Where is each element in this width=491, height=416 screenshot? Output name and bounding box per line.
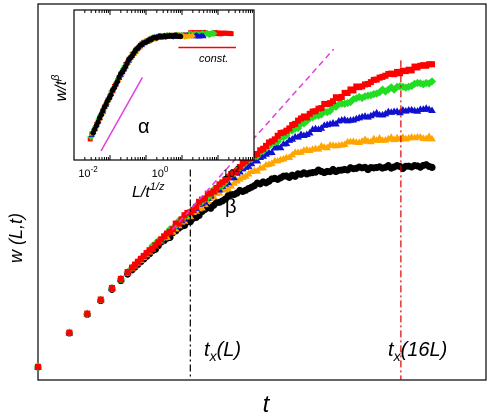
point-red <box>286 125 293 132</box>
point-red <box>271 136 278 143</box>
series-black <box>34 161 436 371</box>
point-red <box>84 310 91 317</box>
tx-small-t: t <box>204 339 211 361</box>
point-red <box>190 207 197 214</box>
inset-point-black <box>95 119 101 125</box>
tx-small-annotation: tx(L) <box>204 339 241 364</box>
point-red <box>124 269 131 276</box>
y-axis-label: w (L,t) <box>6 213 26 263</box>
inset-x-tick-1: 10-2 <box>78 165 98 180</box>
main-plot-frame <box>37 3 487 381</box>
inset-x-tick-2-base: 10 <box>152 168 164 180</box>
tx-large-arg: (16L) <box>401 339 448 361</box>
point-red <box>233 168 240 175</box>
point-red <box>292 120 299 127</box>
inset-y-label: w/tβ <box>50 74 70 101</box>
point-blue <box>268 148 276 156</box>
inset-series-black <box>90 32 184 136</box>
point-red <box>338 93 345 100</box>
inset-y-label-sup: β <box>50 74 62 82</box>
tx-large-sub: x <box>393 348 402 364</box>
inset-point-black <box>177 33 184 40</box>
point-red <box>155 239 162 246</box>
point-orange <box>428 134 436 142</box>
tx-large-t: t <box>388 339 395 361</box>
point-red <box>201 195 208 202</box>
point-black <box>428 163 436 172</box>
tx-small-arg: (L) <box>217 339 241 361</box>
inset-y-label-main: w/t <box>53 80 70 101</box>
inset-point-green <box>210 30 218 37</box>
beta-annotation: β <box>225 196 237 218</box>
point-red <box>213 184 220 191</box>
point-red <box>428 61 436 68</box>
point-red <box>350 87 357 94</box>
inset-x-tick-2: 100 <box>152 165 169 180</box>
point-red <box>303 114 310 121</box>
point-red <box>66 329 73 336</box>
inset-point-blue <box>200 32 207 39</box>
inset-x-tick-1-base: 10 <box>78 168 90 180</box>
inset-alpha-label: α <box>138 116 150 138</box>
point-red <box>318 105 325 112</box>
inset-plot <box>73 10 253 160</box>
point-blue <box>276 143 285 151</box>
point-red <box>225 174 232 181</box>
inset-x-tick-3-exp: 2 <box>235 165 240 174</box>
point-red <box>97 296 104 303</box>
x-axis-label: t <box>263 391 271 416</box>
point-red <box>149 245 156 253</box>
inset-x-tick-3-base: 10 <box>223 168 235 180</box>
point-blue <box>282 139 291 147</box>
inset-point-black <box>108 92 114 98</box>
point-orange <box>198 203 206 211</box>
inset-point-red <box>228 31 234 37</box>
tx-large-annotation: tx(16L) <box>388 339 447 364</box>
point-red <box>344 89 351 96</box>
point-red <box>210 188 217 195</box>
inset-x-tick-2-exp: 0 <box>164 165 169 174</box>
inset-x-tick-1-exp: -2 <box>91 165 99 174</box>
point-red <box>108 284 115 292</box>
inset-x-tick-3: 102 <box>223 165 240 180</box>
point-red <box>117 275 124 282</box>
point-green <box>427 77 437 86</box>
series-red <box>34 61 436 370</box>
point-blue <box>305 128 314 136</box>
point-red <box>193 203 200 210</box>
inset-point-orange <box>189 31 196 38</box>
point-blue <box>428 106 436 114</box>
inset-x-label-sup: 1/z <box>150 181 165 193</box>
point-red <box>329 98 337 105</box>
point-red <box>254 150 261 158</box>
inset-alpha-line <box>100 77 144 152</box>
point-red <box>34 363 42 370</box>
inset-x-label-main: L/t <box>132 184 150 201</box>
point-red <box>263 142 270 149</box>
inset-const-label: const. <box>199 53 228 65</box>
point-red <box>175 220 182 227</box>
point-red <box>236 164 243 171</box>
point-red <box>408 67 415 74</box>
inset-x-label: L/t1/z <box>132 181 165 201</box>
main-plot <box>33 48 437 380</box>
inset-point-black <box>114 78 121 85</box>
tx-small-sub: x <box>209 348 218 364</box>
